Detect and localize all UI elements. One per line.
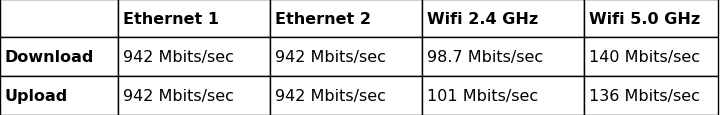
Bar <box>422 76 584 115</box>
Text: Wifi 5.0 GHz: Wifi 5.0 GHz <box>589 11 701 26</box>
Bar <box>422 38 584 76</box>
Text: 942 Mbits/sec: 942 Mbits/sec <box>275 88 386 103</box>
Bar <box>270 0 422 38</box>
Text: 136 Mbits/sec: 136 Mbits/sec <box>589 88 700 103</box>
Text: Upload: Upload <box>5 88 68 103</box>
Text: 101 Mbits/sec: 101 Mbits/sec <box>427 88 538 103</box>
Text: Download: Download <box>5 50 94 64</box>
Text: 98.7 Mbits/sec: 98.7 Mbits/sec <box>427 50 543 64</box>
Bar <box>422 0 584 38</box>
Bar <box>0 76 118 115</box>
Text: Ethernet 2: Ethernet 2 <box>275 11 371 26</box>
Bar <box>118 76 270 115</box>
Text: 942 Mbits/sec: 942 Mbits/sec <box>123 88 234 103</box>
Text: Ethernet 1: Ethernet 1 <box>123 11 219 26</box>
Text: 140 Mbits/sec: 140 Mbits/sec <box>589 50 700 64</box>
Text: 942 Mbits/sec: 942 Mbits/sec <box>275 50 386 64</box>
Bar <box>270 38 422 76</box>
Bar <box>118 38 270 76</box>
Text: 942 Mbits/sec: 942 Mbits/sec <box>123 50 234 64</box>
Bar <box>584 0 718 38</box>
Bar <box>118 0 270 38</box>
Bar <box>0 0 118 38</box>
Bar <box>0 38 118 76</box>
Bar <box>270 76 422 115</box>
Text: Wifi 2.4 GHz: Wifi 2.4 GHz <box>427 11 539 26</box>
Bar <box>584 76 718 115</box>
Bar <box>584 38 718 76</box>
